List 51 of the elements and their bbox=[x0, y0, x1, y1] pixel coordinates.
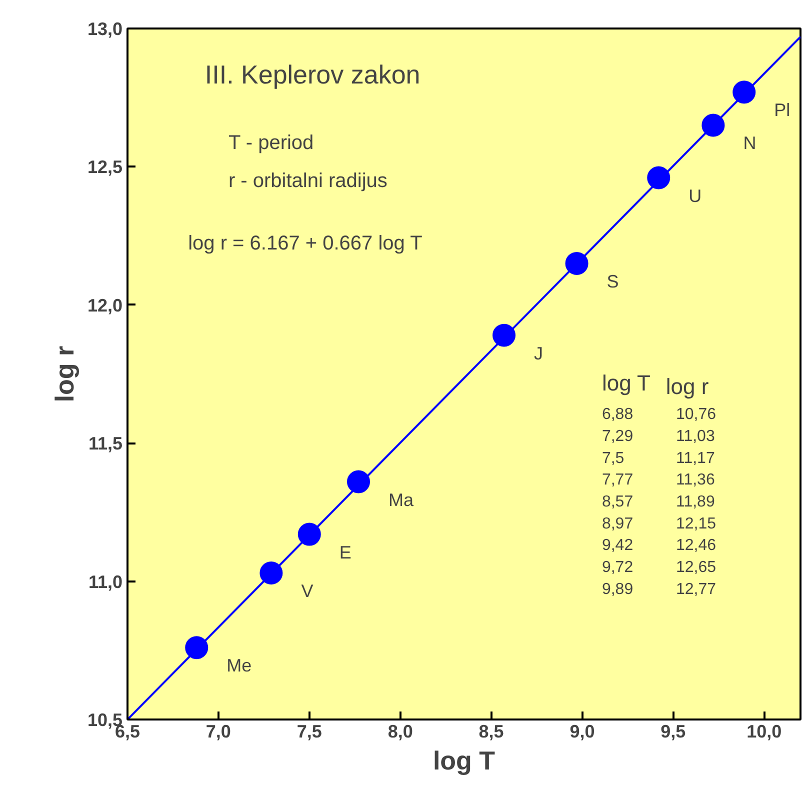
x-tick-label: 10,0 bbox=[746, 722, 782, 742]
x-tick-label: 8,5 bbox=[478, 722, 504, 742]
annotation: E bbox=[339, 542, 352, 562]
annotation: 7,5 bbox=[602, 450, 624, 467]
annotation: Pl bbox=[774, 100, 790, 120]
annotation: Me bbox=[226, 656, 252, 676]
x-tick-label: 8,0 bbox=[388, 722, 413, 742]
annotation: 7,29 bbox=[602, 428, 634, 446]
annotation: J bbox=[534, 343, 544, 364]
y-axis-title: log r bbox=[49, 346, 80, 402]
annotation: 9,72 bbox=[602, 559, 634, 576]
annotation: 12,65 bbox=[676, 559, 716, 576]
x-tick-label: 9,5 bbox=[660, 722, 686, 742]
point bbox=[185, 636, 208, 660]
point bbox=[732, 80, 756, 104]
annotation: 7,77 bbox=[602, 472, 634, 489]
annotation: 6,88 bbox=[602, 406, 634, 424]
annotation: 8,97 bbox=[602, 515, 634, 532]
x-tick-label: 9,0 bbox=[570, 722, 595, 742]
annotation: 12,77 bbox=[676, 580, 716, 598]
y-tick-label: 11,5 bbox=[88, 434, 123, 454]
y-tick-label: 13,0 bbox=[87, 19, 123, 39]
y-tick-label: 12,5 bbox=[87, 157, 123, 178]
annotation: log r = 6.167 + 0.667 log T bbox=[188, 232, 422, 254]
annotation: 11,03 bbox=[676, 428, 715, 446]
y-tick-label: 12,0 bbox=[87, 295, 123, 316]
annotation: Ma bbox=[388, 490, 414, 510]
annotation: 11,89 bbox=[676, 494, 715, 511]
y-tick-label: 11,0 bbox=[88, 572, 123, 592]
point bbox=[702, 114, 725, 137]
annotation: 10,76 bbox=[676, 406, 716, 424]
text: III. Keplerov zakon bbox=[204, 60, 420, 90]
annotation: 9,89 bbox=[602, 580, 634, 598]
annotation: 9,42 bbox=[602, 537, 634, 554]
annotation: r - orbitalni radijus bbox=[228, 170, 388, 192]
annotation: N bbox=[743, 133, 756, 154]
annotation: 12,46 bbox=[676, 537, 716, 554]
annotation: 12,15 bbox=[676, 515, 716, 532]
x-axis-title: log T bbox=[432, 746, 496, 776]
x-tick-label: 7,0 bbox=[206, 722, 231, 742]
x-tick-label: 7,5 bbox=[296, 722, 322, 742]
annotation: T - period bbox=[228, 132, 314, 154]
annotation: 8,57 bbox=[602, 494, 634, 511]
annotation: 11,36 bbox=[676, 472, 715, 489]
point bbox=[492, 324, 516, 347]
annotation: log r bbox=[666, 374, 709, 399]
annotation: S bbox=[606, 271, 619, 292]
annotation: 11,17 bbox=[676, 450, 715, 467]
annotation: U bbox=[688, 186, 702, 206]
annotation: V bbox=[301, 581, 314, 602]
annotation: log T bbox=[602, 370, 650, 396]
